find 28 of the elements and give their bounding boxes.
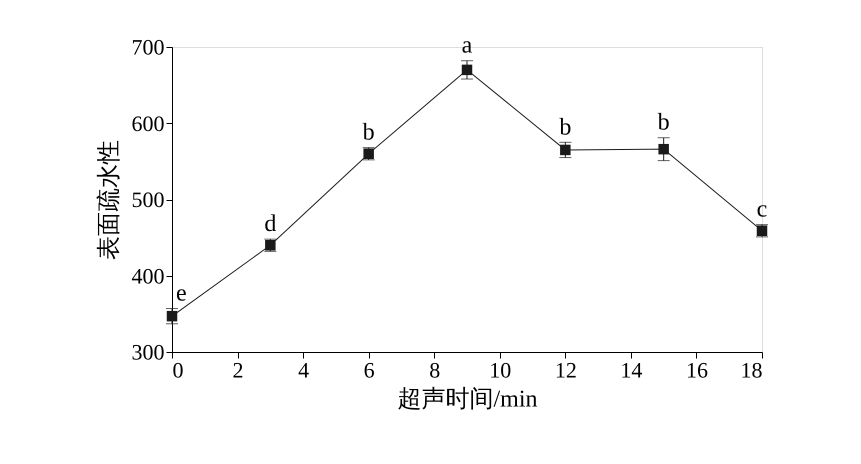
x-tick-label: 14 <box>620 358 642 382</box>
y-tick-label: 700 <box>132 34 164 60</box>
annotation: b <box>362 120 375 146</box>
y-tick-label: 400 <box>132 263 164 288</box>
x-tick-label: 8 <box>429 358 440 382</box>
annotation: d <box>264 211 276 238</box>
x-tick-label: 16 <box>686 358 708 382</box>
x-tick-label: 6 <box>364 358 375 382</box>
x-tick-label: 18 <box>740 358 762 382</box>
y-tick-label: 300 <box>132 340 164 364</box>
annotation: b <box>658 110 670 136</box>
y-axis-title: 表面疏水性 <box>96 140 122 260</box>
x-tick-label: 10 <box>489 358 512 382</box>
x-axis-title: 超声时间/min <box>397 386 538 412</box>
point <box>658 144 669 154</box>
x-tick-label: 4 <box>298 358 310 382</box>
point <box>166 310 178 322</box>
annotation: e <box>176 280 187 307</box>
y-tick-label: 600 <box>132 110 164 136</box>
x-tick-label: 12 <box>554 358 577 382</box>
point <box>560 144 571 156</box>
annotation: b <box>559 114 572 140</box>
annotation: a <box>462 32 473 59</box>
y-tick-label: 500 <box>132 187 164 212</box>
x-tick-label: 0 <box>172 358 184 382</box>
x-tick-label: 2 <box>232 358 244 382</box>
point <box>462 64 472 76</box>
annotation: c <box>756 196 768 223</box>
